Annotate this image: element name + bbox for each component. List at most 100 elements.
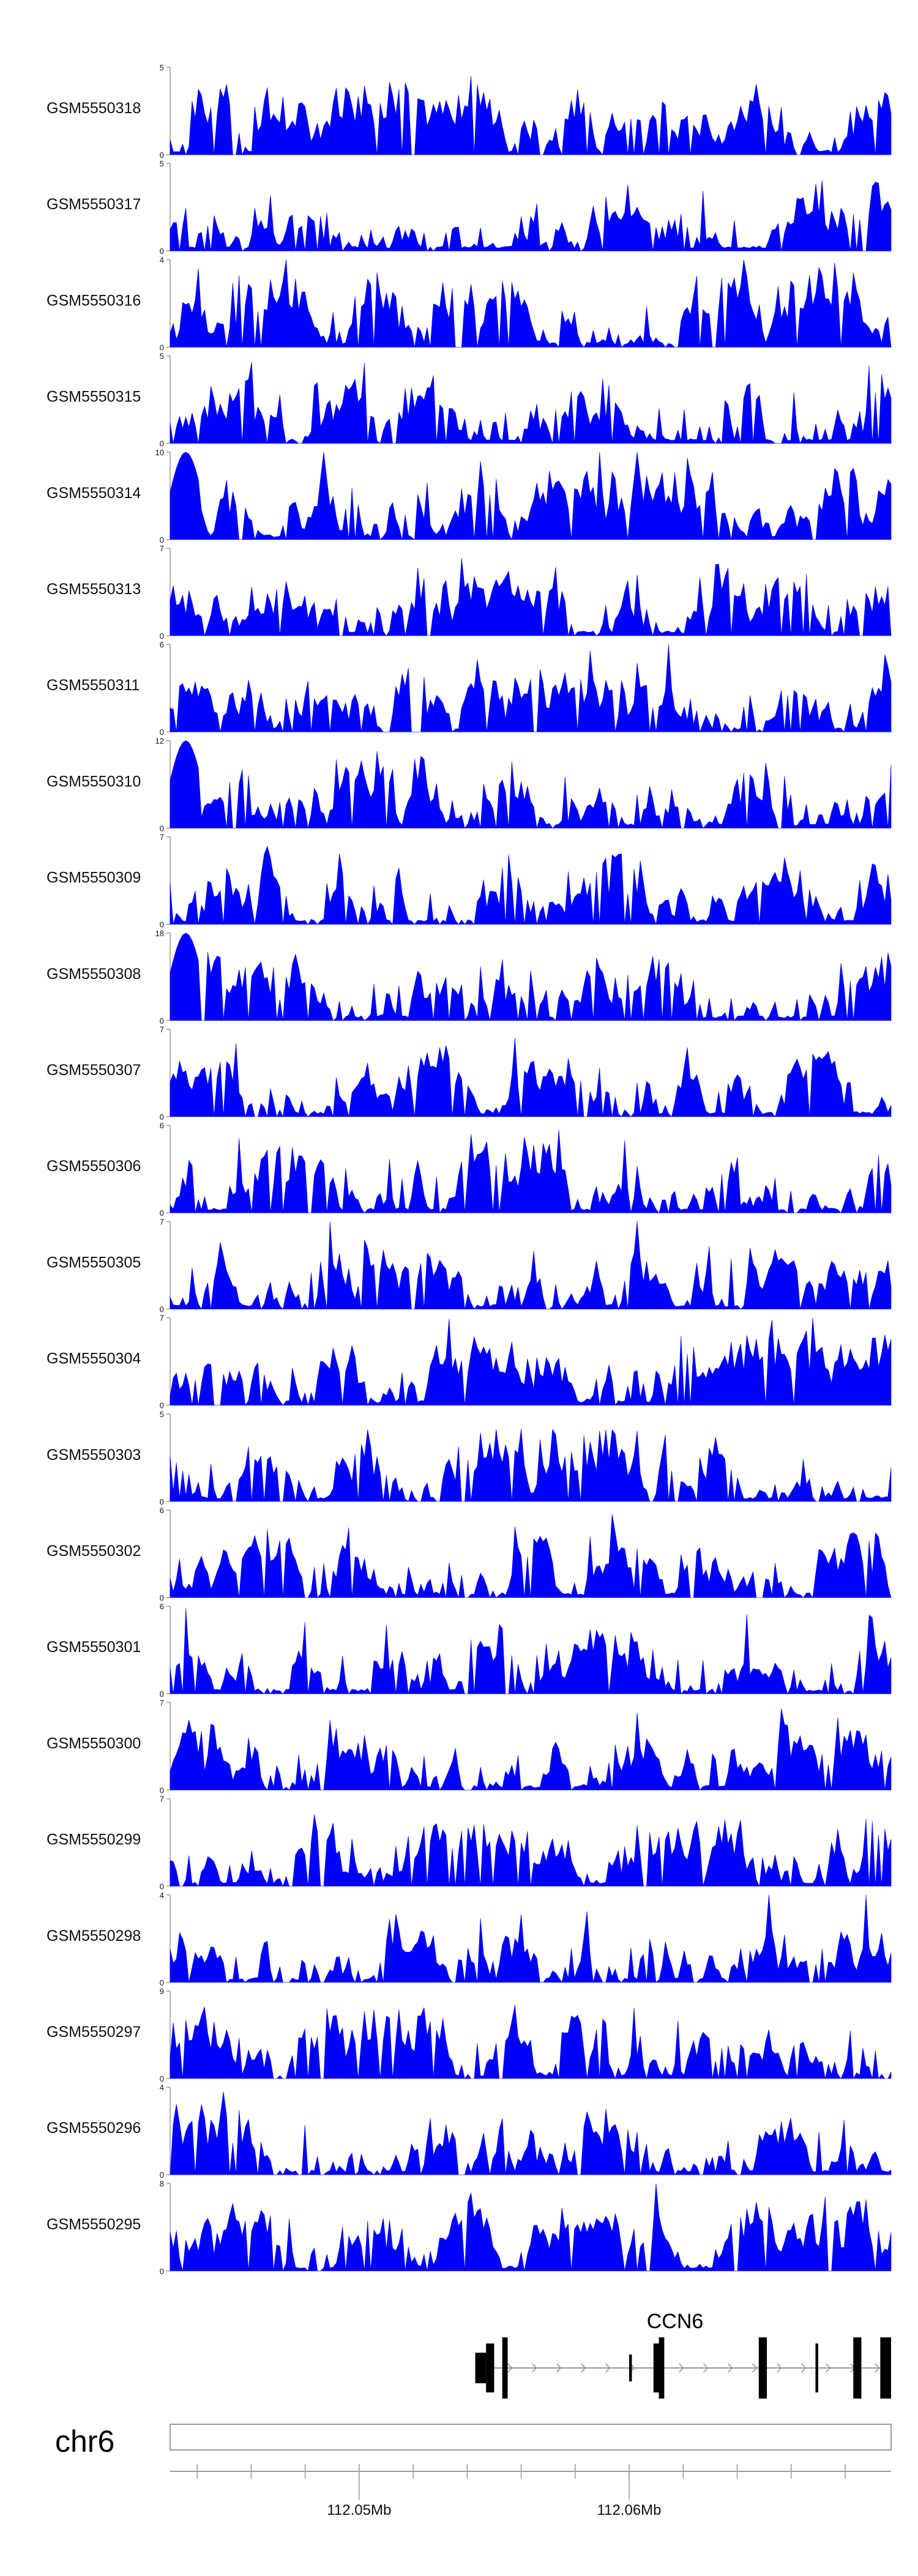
chromosome-ideogram: chr6: [55, 2424, 892, 2459]
y-min-label: 0: [160, 1978, 164, 1987]
y-max-label: 6: [160, 1506, 164, 1515]
gene-exon: [853, 2337, 862, 2399]
track-label: GSM5550318: [47, 100, 141, 117]
coverage-track: GSM5550296 4 0: [47, 2083, 892, 2180]
coverage-track: GSM5550308 18 0: [47, 929, 892, 1026]
y-max-label: 6: [160, 640, 164, 649]
coverage-area: [170, 1708, 892, 1791]
coverage-track: GSM5550305 7 0: [47, 1217, 892, 1314]
coverage-area: [170, 1317, 892, 1406]
y-max-label: 7: [160, 1025, 164, 1034]
track-label: GSM5550306: [47, 1158, 141, 1175]
y-max-label: 12: [155, 736, 164, 745]
gene-exon: [486, 2343, 494, 2392]
track-label: GSM5550314: [47, 485, 141, 502]
strand-arrow: [727, 2363, 733, 2373]
y-max-label: 8: [160, 2179, 164, 2188]
y-min-label: 0: [160, 728, 164, 737]
genome-axis-label: 112.05Mb: [327, 2502, 391, 2518]
y-max-label: 10: [155, 448, 164, 457]
y-min-label: 0: [160, 439, 164, 449]
y-max-label: 9: [160, 1987, 164, 1996]
strand-arrow: [605, 2363, 611, 2373]
coverage-track: GSM5550306 6 0: [47, 1121, 892, 1218]
y-min-label: 0: [160, 1882, 164, 1891]
y-min-label: 0: [160, 2074, 164, 2083]
gene-exon: [815, 2343, 818, 2392]
y-max-label: 18: [155, 929, 164, 938]
y-min-label: 0: [160, 151, 164, 160]
coverage-area: [170, 644, 892, 733]
coverage-area: [170, 2091, 892, 2176]
y-max-label: 5: [160, 352, 164, 361]
chromosome-label: chr6: [55, 2424, 114, 2459]
y-min-label: 0: [160, 2266, 164, 2276]
strand-arrow: [556, 2363, 562, 2373]
coverage-track: GSM5550310 12 0: [47, 736, 892, 833]
coverage-area: [170, 180, 892, 252]
y-max-label: 7: [160, 833, 164, 842]
y-min-label: 0: [160, 1016, 164, 1026]
coverage-area: [170, 1429, 892, 1502]
y-max-label: 6: [160, 1121, 164, 1130]
coverage-track: GSM5550304 7 0: [47, 1314, 892, 1410]
gene-name-label: CCN6: [647, 2310, 704, 2333]
y-min-label: 0: [160, 824, 164, 833]
y-max-label: 7: [160, 1795, 164, 1804]
track-label: GSM5550317: [47, 196, 141, 213]
strand-arrow: [678, 2363, 684, 2373]
coverage-area: [170, 1608, 892, 1695]
coverage-area: [170, 846, 892, 925]
track-label: GSM5550313: [47, 581, 141, 598]
gene-exon: [758, 2337, 767, 2399]
strand-arrow: [800, 2363, 807, 2373]
y-max-label: 4: [160, 2083, 164, 2092]
y-max-label: 6: [160, 1602, 164, 1611]
coverage-area: [170, 2005, 892, 2080]
coverage-area: [170, 1037, 892, 1118]
coverage-track: GSM5550315 5 0: [47, 352, 892, 449]
coverage-area: [170, 1814, 892, 1887]
y-min-label: 0: [160, 247, 164, 256]
track-label: GSM5550315: [47, 389, 141, 406]
track-label: GSM5550309: [47, 869, 141, 887]
track-label: GSM5550302: [47, 1543, 141, 1560]
strand-arrow: [531, 2363, 537, 2373]
gene-exon: [659, 2337, 665, 2399]
coverage-track: GSM5550300 7 0: [47, 1698, 892, 1795]
track-label: GSM5550303: [47, 1446, 141, 1464]
y-min-label: 0: [160, 1401, 164, 1410]
gene-exon: [653, 2343, 659, 2392]
coverage-area: [170, 259, 892, 348]
coverage-track: GSM5550317 5 0: [47, 159, 892, 256]
coverage-track: GSM5550301 6 0: [47, 1602, 892, 1699]
coverage-area: [170, 1221, 892, 1310]
track-label: GSM5550296: [47, 2120, 141, 2137]
track-label: GSM5550300: [47, 1735, 141, 1752]
y-min-label: 0: [160, 1497, 164, 1506]
chromosome-bar: [170, 2424, 892, 2451]
y-min-label: 0: [160, 1208, 164, 1218]
gene-exon: [880, 2337, 891, 2399]
coverage-track: GSM5550314 10 0: [47, 448, 892, 545]
y-min-label: 0: [160, 535, 164, 545]
genome-axis-label: 112.06Mb: [597, 2502, 662, 2518]
y-min-label: 0: [160, 1112, 164, 1122]
track-label: GSM5550299: [47, 1831, 141, 1848]
gene-exon: [502, 2337, 508, 2399]
gene-exons: [475, 2337, 891, 2399]
strand-arrow: [580, 2363, 586, 2373]
y-max-label: 7: [160, 1217, 164, 1226]
y-max-label: 7: [160, 1314, 164, 1323]
coverage-track: GSM5550309 7 0: [47, 833, 892, 929]
track-label: GSM5550298: [47, 1927, 141, 1945]
y-min-label: 0: [160, 1689, 164, 1699]
coverage-area: [170, 2183, 892, 2272]
track-label: GSM5550297: [47, 2023, 141, 2041]
coverage-area: [170, 75, 892, 156]
track-label: GSM5550308: [47, 966, 141, 983]
coverage-track: GSM5550295 8 0: [47, 2179, 892, 2276]
coverage-track: GSM5550297 9 0: [47, 1987, 892, 2083]
coverage-area: [170, 558, 892, 636]
track-label: GSM5550304: [47, 1350, 141, 1368]
